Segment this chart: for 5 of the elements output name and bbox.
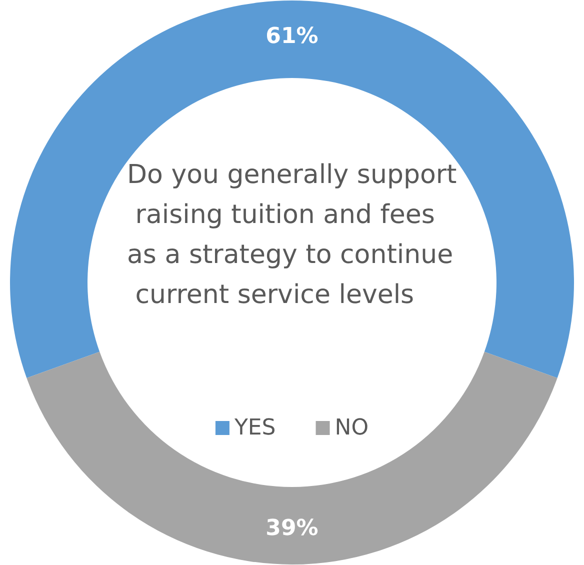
legend-label: NO	[334, 416, 369, 440]
text: Do you generally support raising tuition and fees as a strategy to continue current service levels	[127, 160, 457, 310]
legend-label: YES	[233, 416, 276, 440]
data-label: 39%	[266, 516, 318, 542]
data-label: 61%	[266, 24, 318, 49]
